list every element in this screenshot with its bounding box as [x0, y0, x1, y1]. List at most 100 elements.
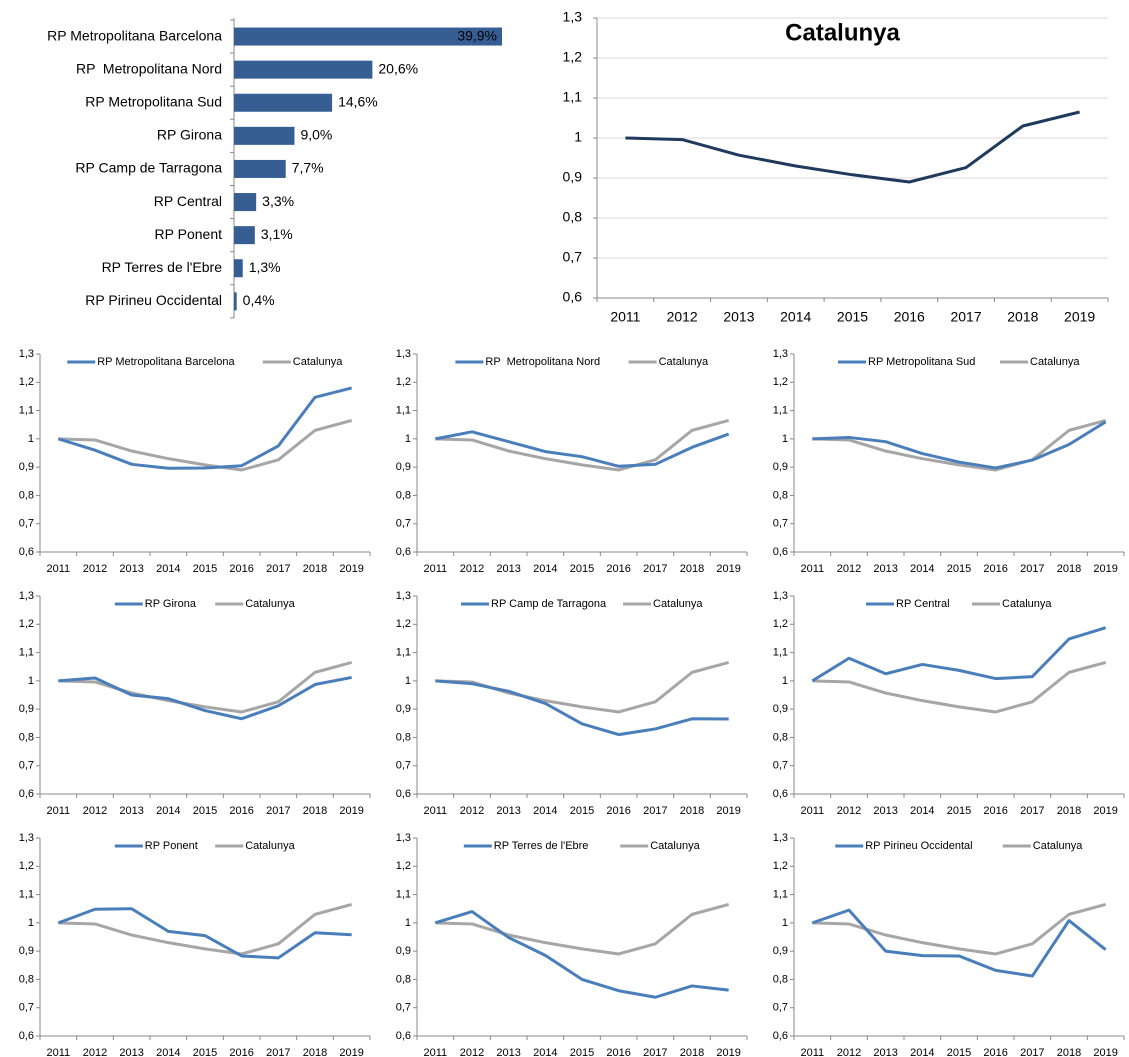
x-tick-label: 2015	[193, 563, 217, 575]
y-tick-label: 1,2	[19, 376, 34, 388]
y-tick-label: 1,2	[773, 618, 788, 630]
category-label: RP Metropolitana Sud	[85, 93, 222, 109]
x-tick-label: 2017	[1020, 1047, 1044, 1057]
bar	[234, 27, 503, 46]
x-tick-label: 2014	[156, 805, 180, 817]
line-series	[435, 661, 730, 714]
x-tick-label: 2013	[119, 1047, 143, 1057]
y-tick-label: 0,9	[396, 461, 411, 473]
x-tick-label: 2018	[680, 563, 704, 575]
line-series	[434, 910, 729, 999]
y-tick-label: 0,6	[773, 546, 788, 558]
x-tick-label: 2016	[983, 563, 1007, 575]
x-tick-label: 2012	[837, 1047, 861, 1057]
x-tick-label: 2017	[1020, 563, 1044, 575]
y-tick-label: 0,7	[563, 249, 583, 265]
value-label: 1,3%	[249, 259, 281, 275]
x-tick-label: 2014	[533, 805, 557, 817]
y-tick-label: 1,2	[773, 376, 788, 388]
value-label: 9,0%	[300, 127, 332, 143]
x-tick-label: 2016	[606, 563, 630, 575]
x-tick-label: 2016	[983, 805, 1007, 817]
x-tick-label: 2015	[947, 1047, 971, 1057]
x-tick-label: 2018	[303, 805, 327, 817]
x-tick-label: 2014	[156, 563, 180, 575]
x-tick-label: 2011	[47, 805, 71, 817]
bar	[234, 226, 255, 245]
y-tick-label: 1	[405, 433, 411, 445]
y-tick-label: 0,6	[563, 289, 583, 305]
x-tick-label: 2011	[47, 1047, 71, 1057]
y-tick-label: 0,7	[19, 1002, 34, 1014]
y-tick-label: 1	[574, 129, 582, 145]
y-tick-label: 0,8	[773, 489, 788, 501]
x-tick-label: 2012	[667, 309, 698, 325]
bar	[234, 93, 333, 112]
x-tick-label: 2013	[873, 805, 897, 817]
y-tick-label: 1,1	[773, 404, 788, 416]
bar	[234, 60, 373, 79]
x-tick-label: 2018	[680, 805, 704, 817]
x-tick-label: 2011	[424, 563, 448, 575]
y-tick-label: 1	[782, 917, 788, 929]
y-tick-label: 0,6	[19, 546, 34, 558]
x-tick-label: 2018	[680, 1047, 704, 1057]
y-tick-label: 0,6	[773, 1030, 788, 1042]
y-tick-label: 0,8	[19, 489, 34, 501]
x-tick-label: 2018	[303, 1047, 327, 1057]
x-tick-label: 2017	[266, 1047, 290, 1057]
legend-label: Catalunya	[245, 598, 295, 610]
y-tick-label: 1,1	[396, 646, 411, 658]
line-series	[811, 908, 1107, 978]
y-tick-label: 0,6	[396, 1030, 411, 1042]
y-tick-label: 1,1	[563, 89, 583, 105]
category-label: RP Metropolitana Nord	[76, 60, 222, 76]
x-tick-label: 2012	[460, 805, 484, 817]
y-tick-label: 0,9	[773, 703, 788, 715]
x-tick-label: 2012	[837, 805, 861, 817]
legend-label: RP Camp de Tarragona	[491, 598, 607, 610]
x-tick-label: 2011	[47, 563, 71, 575]
line-series	[58, 675, 352, 721]
x-tick-label: 2016	[894, 309, 925, 325]
x-tick-label: 2013	[723, 309, 754, 325]
line-series	[625, 110, 1080, 184]
bar	[234, 193, 257, 212]
line-series	[811, 626, 1107, 683]
legend-label: RP Metropolitana Nord	[485, 356, 600, 368]
x-tick-label: 2014	[533, 1047, 557, 1057]
x-tick-label: 2011	[424, 805, 448, 817]
x-tick-label: 2012	[460, 563, 484, 575]
y-tick-label: 0,9	[396, 945, 411, 957]
y-tick-label: 1	[405, 675, 411, 687]
line-series	[812, 903, 1107, 956]
y-tick-label: 1	[782, 675, 788, 687]
x-tick-label: 2019	[339, 805, 363, 817]
y-tick-label: 0,6	[396, 788, 411, 800]
y-tick-label: 0,7	[19, 518, 34, 530]
x-tick-label: 2017	[950, 309, 981, 325]
category-label: RP Pirineu Occidental	[85, 292, 222, 308]
x-tick-label: 2013	[496, 805, 520, 817]
legend-label: RP Terres de l'Ebre	[494, 840, 589, 852]
line-series	[58, 903, 353, 956]
legend-label: RP Girona	[145, 598, 197, 610]
y-tick-label: 0,6	[19, 788, 34, 800]
legend-label: RP Ponent	[145, 840, 198, 852]
y-tick-label: 0,8	[19, 973, 34, 985]
legend-label: RP Central	[896, 598, 950, 610]
x-tick-label: 2018	[1007, 309, 1038, 325]
y-tick-label: 0,6	[773, 788, 788, 800]
y-tick-label: 0,7	[396, 1002, 411, 1014]
x-tick-label: 2012	[83, 563, 107, 575]
x-tick-label: 2011	[424, 1047, 448, 1057]
line-series	[58, 419, 353, 472]
x-tick-label: 2015	[570, 563, 594, 575]
y-tick-label: 0,9	[19, 945, 34, 957]
x-tick-label: 2015	[947, 563, 971, 575]
line-series	[435, 430, 730, 468]
value-label: 3,3%	[262, 193, 294, 209]
y-tick-label: 0,7	[773, 518, 788, 530]
y-tick-label: 0,7	[773, 1002, 788, 1014]
